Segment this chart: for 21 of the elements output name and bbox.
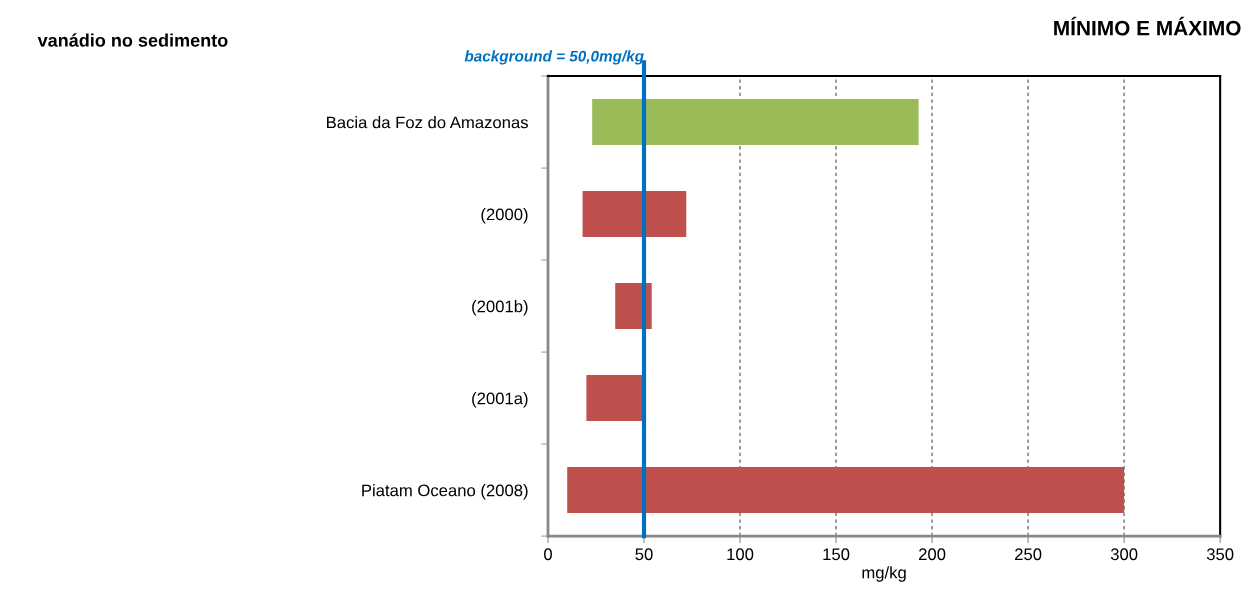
x-tick-label: 50 <box>635 548 653 561</box>
text: vanádio no sedimento <box>37 33 228 47</box>
chart-subtitle: MÍNIMO E MÁXIMO <box>1054 16 1241 36</box>
y-tick-label: (2001b) <box>472 300 528 316</box>
y-tick-label: (2000) <box>481 208 528 224</box>
x-tick-label: 150 <box>823 548 850 561</box>
x-tick-label: 250 <box>1015 548 1042 561</box>
bar <box>586 375 645 422</box>
y-tick-label: (2001a) <box>472 392 528 408</box>
x-tick-label: 100 <box>727 548 754 561</box>
y-tick-label: Piatam Oceano (2008) <box>362 484 528 500</box>
x-tick-label: 350 <box>1206 548 1234 561</box>
y-tick-label: Bacia da Foz do Amazonas <box>327 116 528 129</box>
x-tick-label: 300 <box>1110 548 1138 561</box>
x-tick-label: 0 <box>544 548 552 561</box>
ref-line-label: background = 50,0mg/kg <box>464 50 644 65</box>
bar <box>582 191 687 238</box>
x-tick-label: 200 <box>919 548 946 561</box>
x-axis-title: mg/kg <box>862 566 906 582</box>
bar <box>592 99 919 146</box>
bar <box>567 467 1125 514</box>
